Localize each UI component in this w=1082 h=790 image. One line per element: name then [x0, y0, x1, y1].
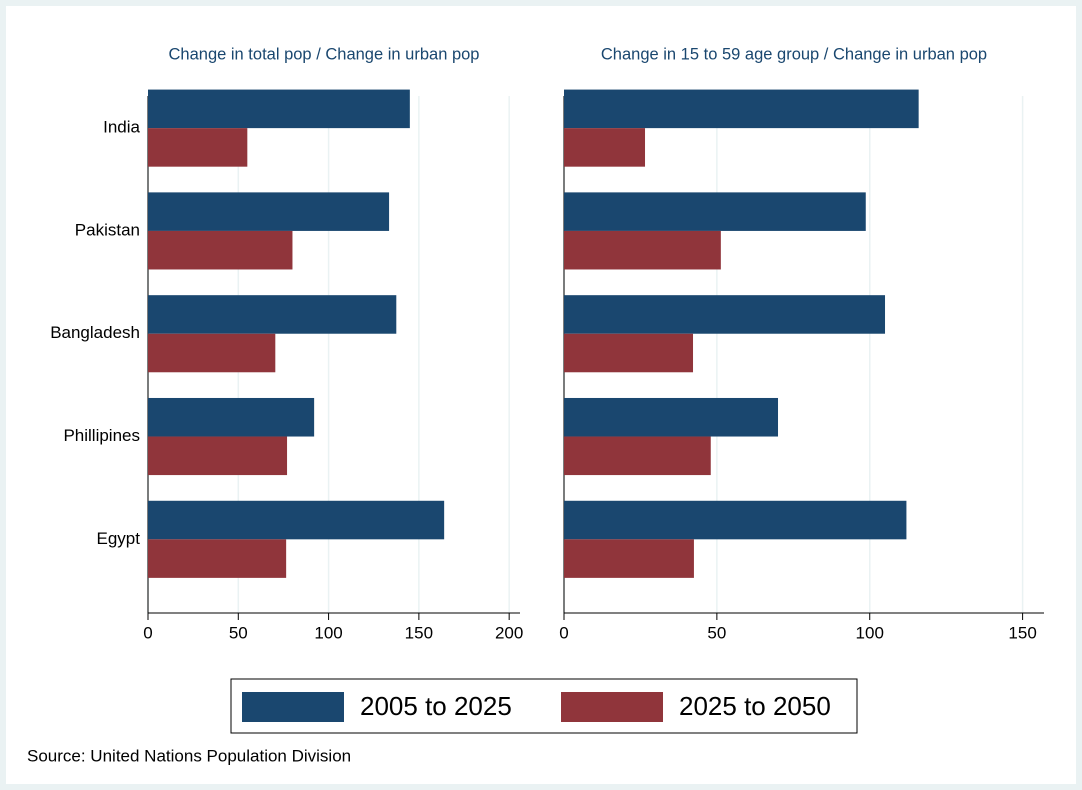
x-tick-label: 100 [856, 623, 884, 642]
bar [148, 333, 276, 373]
y-tick-label: India [103, 118, 140, 137]
bar [148, 500, 445, 540]
bar [564, 397, 779, 437]
bar [148, 436, 288, 476]
x-tick-label: 200 [495, 623, 523, 642]
legend-swatch [561, 692, 663, 722]
legend-swatch [242, 692, 344, 722]
bar [148, 295, 397, 334]
y-tick-label: Egypt [97, 529, 141, 548]
bar [148, 539, 287, 578]
bar [564, 230, 721, 270]
x-tick-label: 100 [314, 623, 342, 642]
x-tick-label: 150 [1008, 623, 1036, 642]
x-tick-label: 0 [143, 623, 152, 642]
bar [564, 192, 866, 231]
x-tick-label: 50 [707, 623, 726, 642]
panel-title: Change in 15 to 59 age group / Change in… [601, 45, 987, 63]
bar [148, 89, 410, 129]
x-tick-label: 0 [559, 623, 568, 642]
bar [564, 295, 886, 334]
bar [148, 230, 293, 270]
bar [564, 436, 711, 476]
bar [564, 500, 907, 540]
panel-title: Change in total pop / Change in urban po… [169, 45, 480, 63]
y-tick-label: Bangladesh [50, 323, 140, 342]
bar [564, 128, 646, 167]
y-tick-label: Pakistan [75, 220, 140, 239]
bar [148, 128, 248, 167]
bar [564, 333, 694, 373]
bar [148, 397, 315, 437]
legend-label: 2025 to 2050 [679, 691, 831, 721]
source-note: Source: United Nations Population Divisi… [27, 746, 351, 765]
legend-label: 2005 to 2025 [360, 691, 512, 721]
x-tick-label: 150 [405, 623, 433, 642]
y-tick-label: Phillipines [63, 426, 140, 445]
x-tick-label: 50 [229, 623, 248, 642]
bar [564, 89, 919, 129]
bar [564, 539, 694, 578]
bar [148, 192, 390, 231]
